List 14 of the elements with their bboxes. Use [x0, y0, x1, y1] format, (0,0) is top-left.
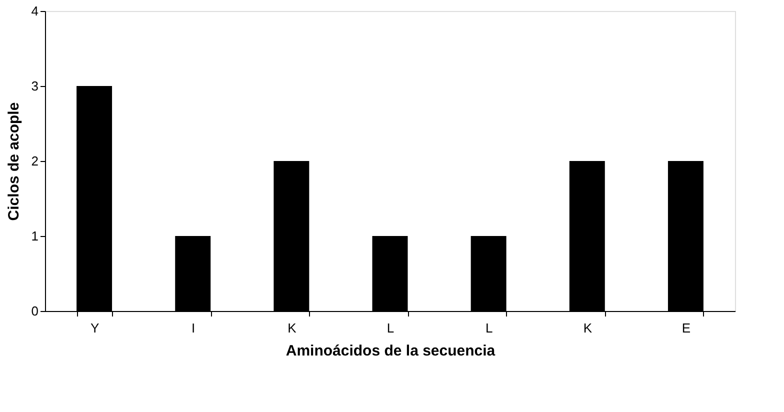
x-tick-label: L	[485, 320, 493, 336]
x-axis-title: Aminoácidos de la secuencia	[286, 342, 496, 360]
y-axis-title: Ciclos de acople	[5, 102, 22, 221]
x-tick-label: K	[583, 320, 592, 336]
y-tick-label: 1	[31, 228, 38, 244]
y-tick-label: 0	[31, 304, 38, 318]
y-tick-label: 2	[31, 154, 38, 168]
y-tick-label: 4	[31, 4, 38, 18]
x-tick-label: Y	[90, 320, 100, 336]
x-tick-label: K	[288, 320, 297, 336]
y-tick-label: 3	[31, 78, 38, 94]
x-tick-label: L	[386, 320, 394, 336]
x-tick-label: E	[682, 320, 691, 336]
x-tick-label: I	[192, 320, 196, 336]
